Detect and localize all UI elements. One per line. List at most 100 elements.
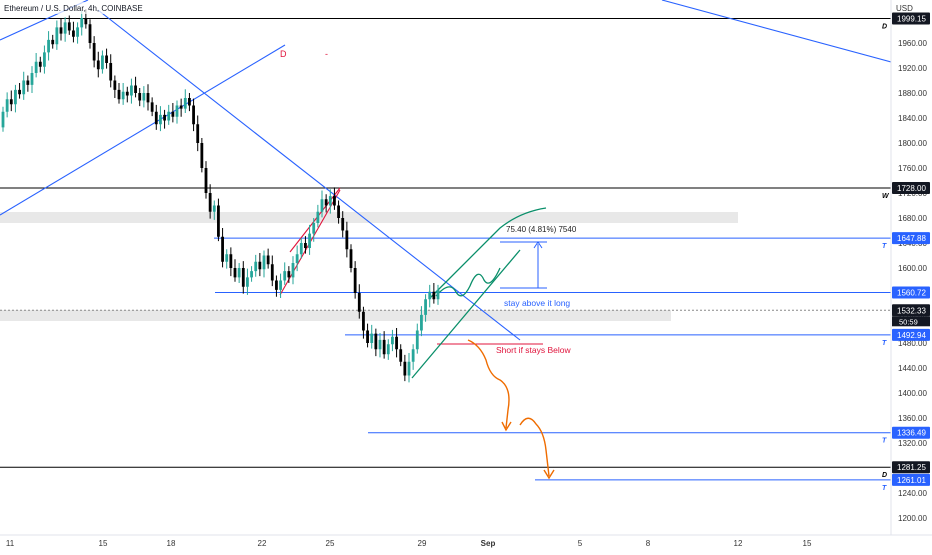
level-tag-6: T (882, 438, 887, 445)
candle-body-40 (167, 111, 171, 121)
candle-body-57 (237, 268, 241, 278)
candle-body-23 (96, 60, 100, 70)
candle-body-54 (225, 254, 229, 262)
level-badge-label-3: 1560.72 (897, 289, 926, 298)
candle-body-41 (171, 111, 175, 117)
candle-body-7 (30, 73, 34, 85)
level-tag-5: T (882, 340, 887, 347)
orange-path-1 (467, 339, 510, 429)
candle-body-90 (374, 333, 378, 350)
candle-body-83 (345, 230, 349, 250)
candle-body-10 (43, 52, 46, 67)
candle-body-22 (92, 43, 96, 61)
price-axis-bg (891, 0, 932, 535)
candle-body-78 (324, 199, 328, 206)
candle-body-15 (63, 22, 67, 34)
candle-body-3 (14, 89, 17, 105)
time-axis-bg (0, 535, 932, 550)
resistance-zone (0, 212, 738, 223)
candle-body-80 (333, 196, 336, 206)
candle-body-70 (291, 263, 295, 278)
candle-body-95 (395, 336, 398, 350)
candle-body-104 (432, 291, 436, 300)
candle-body-81 (337, 205, 340, 218)
candle-body-100 (415, 330, 419, 350)
measure-arrow-head (533, 241, 543, 249)
level-badge-8 (892, 473, 930, 486)
level-badge-5 (892, 328, 930, 341)
price-tick-14: 1760.00 (898, 164, 927, 173)
candle-body-96 (399, 349, 403, 362)
candle-body-55 (229, 254, 233, 268)
symbol-title[interactable]: Ethereum / U.S. Dollar, 4h, COINBASE (4, 4, 143, 13)
price-tick-5: 1400.00 (898, 389, 927, 398)
d-marker: D (280, 49, 287, 59)
price-tick-10: 1600.00 (898, 264, 927, 273)
time-tick-6: Sep (481, 539, 496, 548)
notes-layer: 75.40 (4.81%) 7540 stay above it long Sh… (280, 49, 577, 355)
level-badge-label-7: 1281.25 (897, 463, 926, 472)
candle-body-103 (428, 291, 432, 300)
candle-body-82 (341, 218, 345, 231)
candle-body-91 (378, 339, 382, 350)
price-tick-19: 1960.00 (898, 39, 927, 48)
candle-body-75 (312, 223, 316, 234)
green-channel-lower (411, 249, 521, 379)
level-badge-label-5: 1492.94 (897, 331, 926, 340)
time-tick-3: 22 (258, 539, 267, 548)
candle-body-13 (55, 27, 59, 45)
time-tick-5: 29 (418, 539, 427, 548)
price-tick-7: 1480.00 (898, 339, 927, 348)
candle-body-66 (275, 280, 278, 290)
candle-body-102 (424, 299, 427, 315)
level-badge-3 (892, 286, 930, 299)
candle-body-9 (38, 61, 42, 67)
candle-body-47 (196, 124, 200, 143)
time-tick-0: 11 (6, 539, 15, 548)
candle-body-60 (250, 271, 253, 278)
price-tick-3: 1320.00 (898, 439, 927, 448)
candle-body-28 (117, 89, 121, 100)
candle-body-8 (34, 61, 38, 73)
price-tick-4: 1360.00 (898, 414, 927, 423)
candle-body-98 (407, 361, 411, 376)
candle-body-86 (357, 293, 361, 312)
candle-body-44 (183, 98, 187, 109)
level-badge-label-6: 1336.49 (897, 429, 926, 438)
orange-path-2 (519, 417, 550, 477)
candle-body-46 (192, 105, 195, 125)
level-badge-1 (892, 182, 930, 194)
time-axis[interactable] (0, 534, 932, 550)
candle-body-21 (88, 24, 92, 43)
candle-body-74 (308, 233, 311, 248)
candle-body-6 (26, 80, 30, 85)
price-tick-15: 1800.00 (898, 139, 927, 148)
zones-layer (0, 212, 738, 321)
candle-body-34 (142, 93, 146, 101)
drawings-layer[interactable] (0, 0, 892, 480)
candle-body-18 (76, 27, 79, 37)
candle-body-26 (109, 63, 113, 81)
level-badge-label-8: 1261.01 (897, 476, 926, 485)
green-channel-upper (429, 207, 547, 299)
candle-body-2 (9, 99, 13, 105)
orange-arrow-1 (501, 421, 512, 432)
candle-body-12 (51, 39, 55, 45)
candle-body-30 (125, 91, 129, 96)
candle-body-84 (349, 249, 353, 268)
candle-body-52 (217, 205, 220, 237)
candle-body-99 (411, 349, 415, 362)
price-axis[interactable]: USD (890, 0, 932, 535)
candle-body-69 (287, 271, 291, 278)
candle-body-49 (204, 168, 208, 193)
orange-arrow-2 (543, 469, 555, 480)
level-badge-2 (892, 232, 930, 245)
level-badge-label-1: 1728.00 (897, 184, 926, 193)
level-tag-0: D (882, 24, 887, 31)
measure-label: 75.40 (4.81%) 7540 (506, 225, 577, 234)
candle-body-53 (221, 236, 224, 262)
level-badge-label-0: 1999.15 (897, 15, 926, 24)
candle-body-45 (188, 98, 191, 106)
